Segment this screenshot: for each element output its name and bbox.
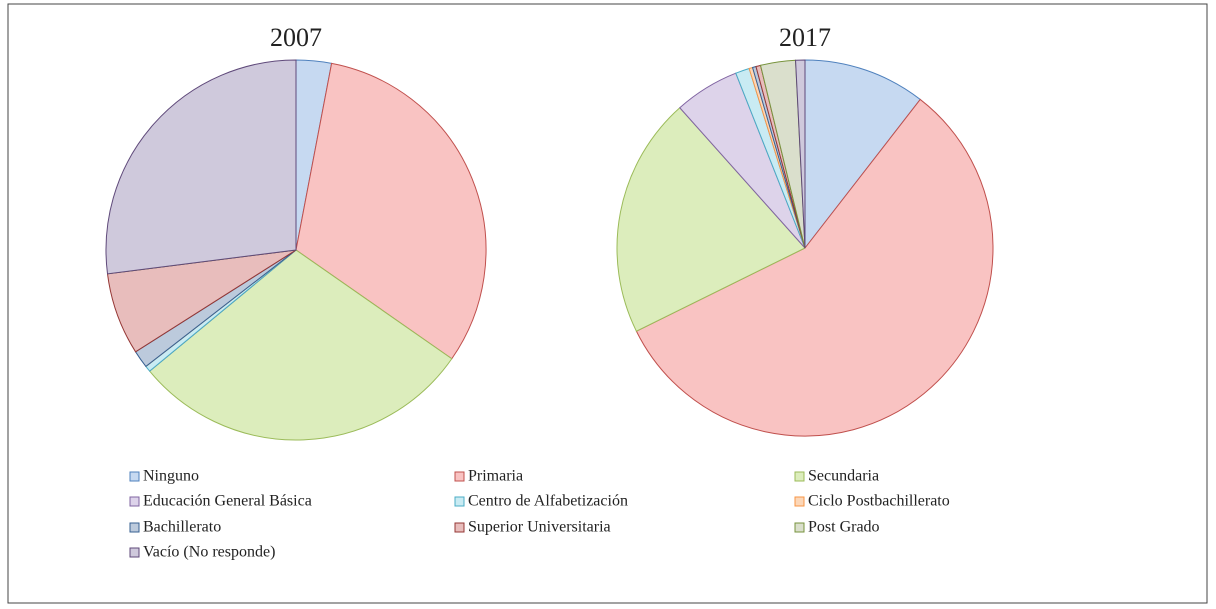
legend-swatch (454, 496, 465, 507)
legend-label: Ciclo Postbachillerato (808, 493, 950, 510)
legend-label: Vacío (No responde) (143, 544, 275, 561)
chart-title: 2007 (270, 23, 322, 52)
pie-slice (105, 59, 297, 275)
pie-slice (295, 62, 487, 360)
legend-label: Ninguno (143, 468, 199, 485)
legend-swatch (794, 496, 805, 507)
pie-slice (795, 59, 806, 249)
legend-label: Centro de Alfabetización (468, 493, 628, 510)
legend-label: Primaria (468, 468, 523, 485)
legend-swatch (129, 496, 140, 507)
legend-label: Bachillerato (143, 519, 221, 536)
pie-slice (635, 98, 994, 437)
legend-swatch (129, 547, 140, 558)
legend-swatch (794, 471, 805, 482)
legend-swatch (454, 522, 465, 533)
chart-title: 2017 (779, 23, 831, 52)
pie-slice (616, 107, 806, 332)
legend-swatch (794, 522, 805, 533)
legend-label: Secundaria (808, 468, 879, 485)
legend-label: Post Grado (808, 519, 880, 536)
legend-label: Superior Universitaria (468, 519, 611, 536)
legend-swatch (454, 471, 465, 482)
legend-swatch (129, 471, 140, 482)
legend-label: Educación General Básica (143, 493, 312, 510)
legend-swatch (129, 522, 140, 533)
pie-slice (148, 249, 453, 441)
pie-slice (804, 59, 921, 250)
